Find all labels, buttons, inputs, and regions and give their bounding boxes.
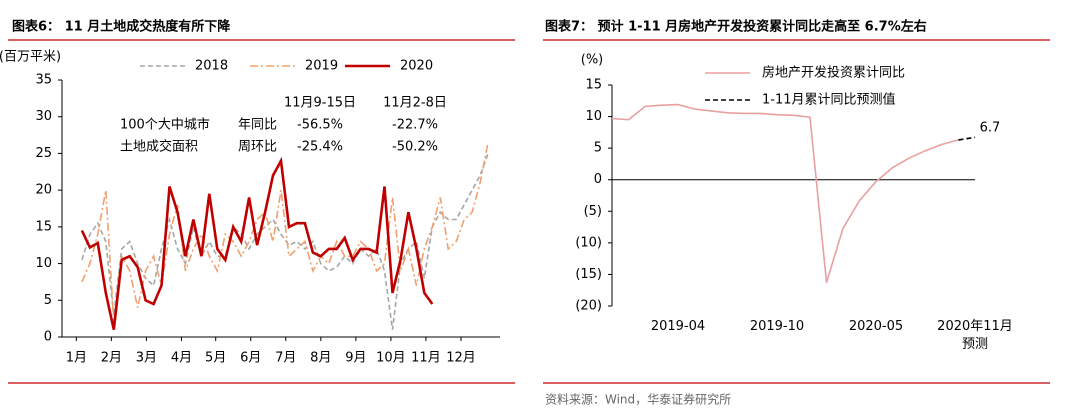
legend-label: 2020 [400,59,433,74]
x-tick-label: 2019-10 [749,319,805,334]
y-tick-label: 0 [594,172,602,187]
chart-title: 图表7： 预计 1-11 月房地产开发投资累计同比走高至 6.7%左右 [545,19,927,35]
y-tick-label: 15 [585,78,602,93]
y-tick-label: (5) [584,204,602,219]
annotation-value: -50.2% [392,140,438,155]
annotation-metric: 周环比 [238,140,277,155]
x-tick-label: 2020-05 [848,319,904,334]
legend-label: 2019 [305,59,338,74]
x-tick-label-box: 2020年11月预测 [937,319,1013,352]
series-line [81,153,489,330]
y-tick-label: (15) [575,267,602,282]
source: 资料来源：Wind，华泰证券研究所 [545,392,731,407]
legend-label: 2018 [195,59,228,74]
x-tick-label: 11月 [411,351,441,366]
x-tick-label: 2月 [101,351,122,366]
y-tick-label: 5 [594,141,602,156]
x-tick-label-box: 2019-04 [650,319,706,334]
legend-label: 1-11月累计同比预测值 [762,92,896,108]
x-tick-label: 6月 [240,351,261,366]
annotation-label: 100个大中城市 [120,117,210,133]
y-tick-label: 30 [35,109,52,124]
annotation-label: 土地成交面积 [120,139,198,155]
y-axis-label: (百万平米) [0,50,61,65]
x-tick-label: 9月 [345,351,366,366]
x-tick-label: 7月 [275,351,296,366]
x-tick-label: 2019-04 [650,319,706,334]
legend-label: 房地产开发投资累计同比 [762,65,905,81]
x-tick-label: 3月 [136,351,157,366]
y-tick-label: 10 [585,109,602,124]
annotation-header: 11月9-15日 [284,96,356,111]
y-tick-label: (20) [575,299,602,314]
series-line [611,103,959,283]
annotation-value: -56.5% [297,118,343,133]
x-tick-label: 5月 [205,351,226,366]
series-line [958,136,976,141]
y-tick-label: 20 [35,183,52,198]
y-tick-label: (10) [575,235,602,250]
y-tick-label: 10 [35,256,52,271]
series-line [80,156,434,330]
y-tick-label: 15 [35,219,52,234]
y-tick-label: 35 [35,73,52,88]
annotation-header: 11月2-8日 [383,96,447,111]
x-tick-label: 2020年11月预测 [937,319,1013,352]
annotation-value: -25.4% [297,140,343,155]
annotation-metric: 年同比 [238,118,277,133]
annotation: 6.7 [980,121,1001,136]
x-tick-label-box: 2019-10 [749,319,805,334]
x-tick-label: 8月 [310,351,331,366]
annotation-value: -22.7% [392,118,438,133]
x-tick-label: 10月 [376,351,406,366]
y-axis-label: (%) [581,53,604,68]
y-tick-label: 5 [44,293,52,308]
y-tick-label: 25 [35,146,52,161]
x-tick-label: 4月 [171,351,192,366]
y-tick-label: 0 [44,330,52,345]
x-tick-label-box: 2020-05 [848,319,904,334]
chart-title: 图表6： 11 月土地成交热度有所下降 [12,19,231,35]
x-tick-label: 1月 [66,351,87,366]
x-tick-label: 12月 [446,351,476,366]
